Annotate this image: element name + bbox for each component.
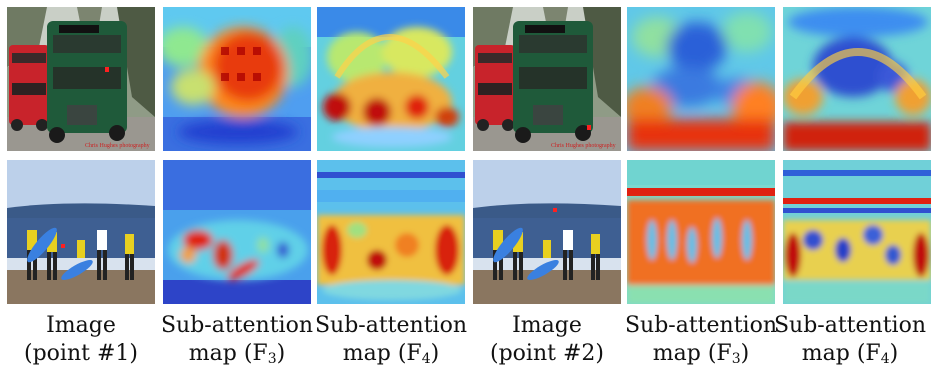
caption-sub-attention-f3-point1: Sub-attention map (F3) — [157, 312, 317, 373]
caption-line2: map (F4) — [770, 340, 930, 373]
caption-sub-attention-f4-point2: Sub-attention map (F4) — [770, 312, 930, 373]
caption-line1: Sub-attention — [624, 313, 778, 338]
caption-line2-prefix: map (F — [188, 341, 268, 366]
caption-subscript: 4 — [880, 351, 890, 367]
caption-line2-suffix: ) — [889, 341, 899, 366]
caption-image-point1: Image (point #1) — [1, 312, 161, 368]
beach-photo-point2 — [473, 160, 621, 304]
beach-attention-map-f3-point2 — [627, 160, 775, 304]
caption-line2: (point #2) — [490, 341, 604, 366]
caption-line2-suffix: ) — [430, 341, 440, 366]
caption-line1: Image — [46, 313, 116, 338]
bus-photo-point2: Chris Hughes photography — [473, 7, 621, 151]
bus-attention-map-f4-point1 — [317, 7, 465, 151]
beach-attention-map-f4-point1 — [317, 160, 465, 304]
caption-line2-prefix: map (F — [652, 341, 732, 366]
caption-line1: Sub-attention — [773, 313, 927, 338]
caption-line1: Image — [512, 313, 582, 338]
bus-attention-map-f4-point2 — [783, 7, 931, 151]
caption-line2: map (F3) — [621, 340, 781, 373]
caption-line2: (point #1) — [24, 341, 138, 366]
beach-photo-point1 — [7, 160, 155, 304]
caption-sub-attention-f4-point1: Sub-attention map (F4) — [311, 312, 471, 373]
photo-watermark: Chris Hughes photography — [551, 143, 616, 149]
caption-subscript: 4 — [421, 351, 431, 367]
caption-line2-prefix: map (F — [801, 341, 881, 366]
bus-attention-map-f3-point2 — [627, 7, 775, 151]
caption-line2-prefix: map (F — [342, 341, 422, 366]
caption-line2-suffix: ) — [276, 341, 286, 366]
caption-image-point2: Image (point #2) — [467, 312, 627, 368]
caption-line1: Sub-attention — [160, 313, 314, 338]
bus-photo-point1: Chris Hughes photography — [7, 7, 155, 151]
beach-attention-map-f4-point2 — [783, 160, 931, 304]
caption-line1: Sub-attention — [314, 313, 468, 338]
beach-attention-map-f3-point1 — [163, 160, 311, 304]
caption-sub-attention-f3-point2: Sub-attention map (F3) — [621, 312, 781, 373]
caption-line2: map (F3) — [157, 340, 317, 373]
bus-attention-map-f3-point1 — [163, 7, 311, 151]
caption-subscript: 3 — [731, 351, 741, 367]
photo-watermark: Chris Hughes photography — [85, 143, 150, 149]
caption-subscript: 3 — [267, 351, 277, 367]
caption-line2: map (F4) — [311, 340, 471, 373]
caption-line2-suffix: ) — [740, 341, 750, 366]
